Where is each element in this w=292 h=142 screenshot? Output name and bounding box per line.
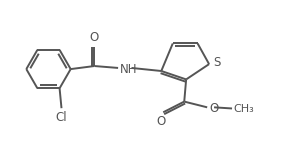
- Text: CH₃: CH₃: [234, 104, 254, 114]
- Text: O: O: [156, 115, 166, 128]
- Text: NH: NH: [120, 63, 137, 76]
- Text: O: O: [90, 31, 99, 44]
- Text: S: S: [213, 57, 220, 69]
- Text: Cl: Cl: [56, 111, 67, 124]
- Text: O: O: [209, 102, 218, 115]
